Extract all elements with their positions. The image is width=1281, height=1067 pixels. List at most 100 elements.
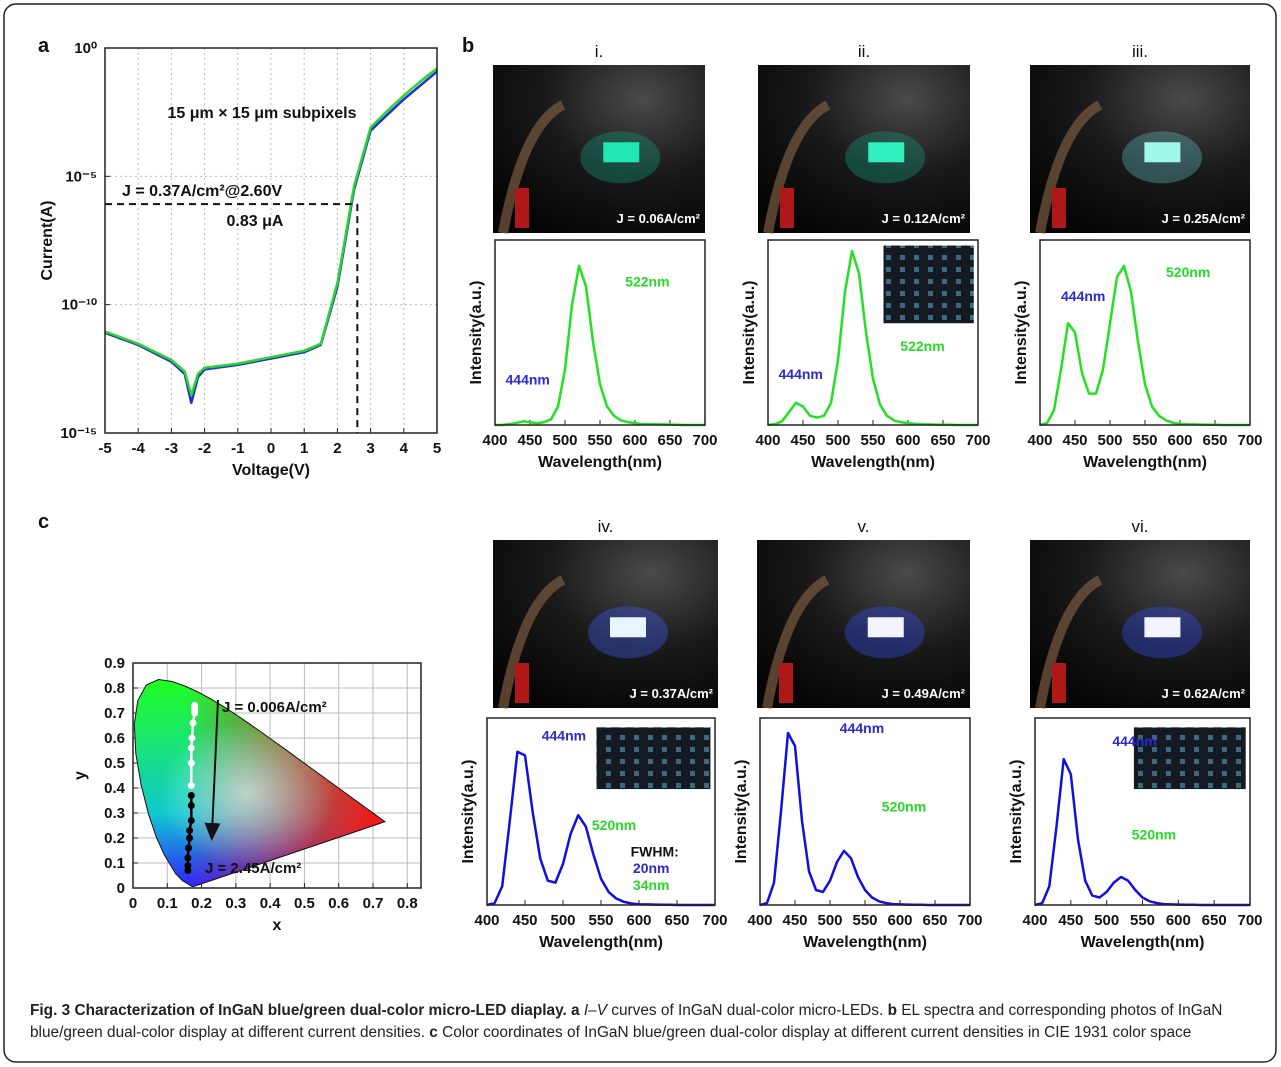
x-tick-label: 450 — [1058, 912, 1083, 929]
x-axis-label: Wavelength(nm) — [1083, 454, 1207, 471]
photo-device — [603, 142, 640, 163]
annotation: 444nm — [779, 366, 823, 382]
photo-title: v. — [858, 517, 870, 536]
x-tick-label: 450 — [782, 912, 807, 929]
line — [495, 264, 705, 427]
photo-title: i. — [595, 42, 604, 61]
point — [187, 792, 195, 799]
x-tick-label: 450 — [790, 432, 815, 449]
caption-text: Color coordinates of InGaN blue/green du… — [442, 1024, 1192, 1041]
y-tick-label: 10⁻¹⁵ — [60, 425, 97, 442]
x-axis-label: Wavelength(nm) — [539, 934, 663, 951]
x-tick-label: 700 — [692, 432, 717, 449]
frame — [3, 3, 1277, 1063]
annotation: 520nm — [1166, 264, 1210, 280]
point — [189, 719, 197, 727]
annotation: 520nm — [592, 817, 636, 833]
plot-frame — [1034, 717, 1251, 906]
x-tick-label: 0.1 — [157, 895, 178, 912]
point — [185, 844, 193, 852]
y-tick-label: 10⁻¹⁰ — [61, 297, 97, 314]
y-axis-label: Intensity(a.u.) — [1008, 759, 1025, 863]
annotation: 444nm — [1112, 733, 1156, 749]
photo-label: J = 0.06A/cm² — [617, 211, 701, 226]
point — [187, 802, 195, 809]
photo-detail — [780, 188, 794, 228]
point — [187, 782, 195, 789]
caption-letter: a — [571, 1002, 580, 1019]
line — [759, 731, 970, 907]
annotation: 520nm — [882, 799, 926, 815]
photo-device — [867, 617, 904, 638]
y-axis-label: Intensity(a.u.) — [733, 759, 750, 863]
x-tick-label: 700 — [1237, 432, 1262, 449]
annotation: FWHM: — [631, 843, 679, 859]
x-axis-label: Wavelength(nm) — [803, 934, 927, 951]
point — [186, 834, 194, 842]
photo-detail — [515, 663, 529, 703]
photo-title: vi. — [1132, 517, 1149, 536]
x-tick-label: 2 — [333, 440, 341, 457]
photo-title: ii. — [858, 42, 870, 61]
y-tick-label: 0.6 — [104, 730, 125, 747]
x-tick-label: 700 — [702, 912, 727, 929]
x-tick-label: -3 — [165, 440, 178, 457]
x-axis-label: Wavelength(nm) — [811, 454, 935, 471]
x-tick-label: 550 — [860, 432, 885, 449]
photo-label: J = 0.37A/cm² — [630, 686, 714, 701]
x-axis-label: Voltage(V) — [232, 462, 310, 479]
y-tick-label: 0 — [117, 880, 125, 897]
panel-label: a — [38, 35, 50, 57]
x-tick-label: 500 — [552, 432, 577, 449]
x-tick-label: 500 — [825, 432, 850, 449]
x-axis-label: Wavelength(nm) — [1081, 934, 1205, 951]
x-tick-label: 650 — [1202, 912, 1227, 929]
photo-detail — [1052, 663, 1066, 703]
y-tick-label: 0.9 — [104, 655, 125, 672]
panel-label: c — [38, 511, 49, 533]
photo-title: iii. — [1132, 42, 1148, 61]
plot-frame — [1039, 239, 1251, 426]
plot-frame — [759, 717, 971, 906]
photo-detail — [762, 575, 830, 709]
x-tick-label: 450 — [1062, 432, 1087, 449]
x-tick-label: 500 — [1097, 432, 1122, 449]
caption-text: I–V — [583, 1002, 607, 1019]
photo-label: J = 0.49A/cm² — [882, 686, 966, 701]
photo-detail — [1052, 188, 1066, 228]
x-tick-label: 600 — [895, 432, 920, 449]
y-axis-label: y — [72, 771, 89, 780]
y-axis-label: Intensity(a.u.) — [468, 280, 485, 384]
photo-detail — [498, 575, 566, 709]
caption: Fig. 3 Characterization of InGaN blue/gr… — [30, 1000, 1255, 1044]
point — [184, 854, 192, 862]
x-tick-label: 600 — [1167, 432, 1192, 449]
x-tick-label: 0.2 — [191, 895, 212, 912]
plot-frame — [767, 239, 979, 426]
inset-photo — [596, 727, 711, 790]
x-tick-label: 0.7 — [363, 895, 384, 912]
panel-label: b — [462, 35, 474, 57]
spectral-locus — [133, 678, 386, 888]
x-tick-label: 500 — [550, 912, 575, 929]
y-tick-label: 0.2 — [104, 830, 125, 847]
x-tick-label: 500 — [1094, 912, 1119, 929]
y-tick-label: 0.3 — [104, 805, 125, 822]
caption-text: EL spectra and corresponding photos of I… — [30, 1002, 1223, 1041]
annotation: 522nm — [625, 273, 669, 289]
caption-letter: c — [429, 1024, 438, 1041]
photo-detail — [1035, 575, 1103, 709]
annotation: 444nm — [840, 720, 884, 736]
photo-detail — [1035, 100, 1103, 234]
photo-detail — [779, 663, 793, 703]
x-tick-label: 0.6 — [328, 895, 349, 912]
annotation: 34nm — [633, 877, 670, 893]
x-tick-label: 650 — [657, 432, 682, 449]
y-tick-label: 0.5 — [104, 755, 125, 772]
y-tick-label: 10⁰ — [74, 40, 97, 57]
annotation: 444nm — [506, 371, 550, 387]
x-tick-label: 3 — [366, 440, 374, 457]
caption-letter: b — [887, 1002, 897, 1019]
point — [187, 817, 195, 824]
